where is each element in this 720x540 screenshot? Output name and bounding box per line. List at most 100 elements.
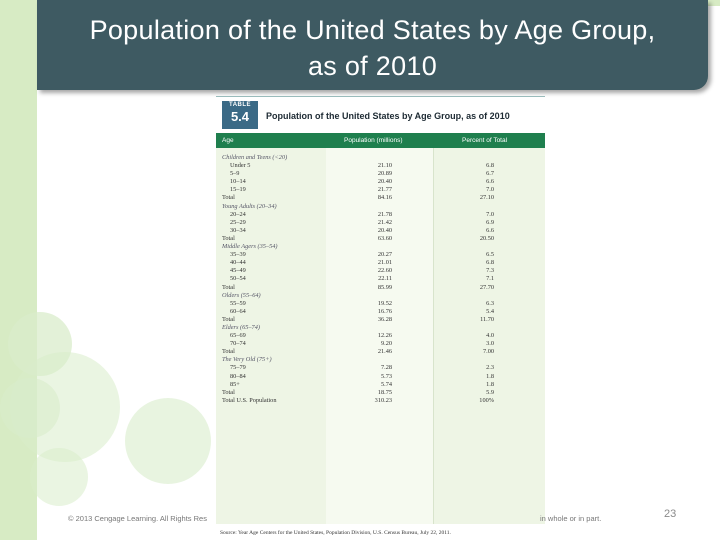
table-row: 70–74 9.20 3.0 [216, 340, 545, 348]
table-row: Young Adults (20–34) [216, 203, 545, 211]
cell-percent: 6.7 [486, 170, 494, 178]
cell-population: 5.74 [380, 380, 392, 388]
decor-circle [30, 448, 88, 506]
table-body: Children and Teens (<20) Under 5 21.10 6.8 5… [216, 154, 545, 405]
cell-age: 25–29 [230, 218, 246, 226]
cell-age: 40–44 [230, 259, 246, 267]
cell-age: 20–24 [230, 210, 246, 218]
table-row: 80–84 5.73 1.8 [216, 373, 545, 381]
cell-population: 85.99 [377, 283, 392, 291]
table-row: 50–54 22.11 7.1 [216, 275, 545, 283]
cell-population: 20.89 [377, 170, 392, 178]
cell-population: 21.01 [377, 259, 392, 267]
cell-percent: 2.3 [486, 364, 494, 372]
cell-percent: 20.50 [479, 234, 494, 242]
cell-age: 50–54 [230, 275, 246, 283]
cell-percent: 11.70 [480, 315, 494, 323]
cell-population: 21.77 [377, 186, 392, 194]
slide-title-bar: Population of the United States by Age G… [37, 0, 708, 90]
cell-population: 5.73 [380, 372, 392, 380]
table-row: Total 21.46 7.00 [216, 348, 545, 356]
table-row: The Very Old (75+) [216, 356, 545, 364]
table-row: 60–64 16.76 5.4 [216, 308, 545, 316]
table-row: Total 84.16 27.10 [216, 194, 545, 202]
table-row: Middle Agers (35–54) [216, 243, 545, 251]
cell-percent: 6.9 [486, 218, 494, 226]
cell-percent: 27.70 [479, 283, 494, 291]
table-row: 25–29 21.42 6.9 [216, 219, 545, 227]
slide-title-line2: as of 2010 [307, 51, 438, 81]
cell-population: 21.46 [377, 348, 392, 356]
table-row: Total 36.28 11.70 [216, 316, 545, 324]
cell-age: 15–19 [230, 186, 246, 194]
cell-population: 310.23 [374, 396, 392, 404]
cell-percent: 6.6 [486, 226, 494, 234]
cell-population: 18.75 [377, 388, 392, 396]
cell-age: 30–34 [230, 226, 246, 234]
slide-title-line1: Population of the United States by Age G… [89, 15, 656, 45]
cell-population: 21.78 [377, 210, 392, 218]
cell-population: 22.11 [378, 275, 392, 283]
left-decor-strip [0, 0, 37, 540]
page-number: 23 [664, 508, 677, 520]
cell-age: 85+ [230, 380, 240, 388]
cell-age: 75–79 [230, 364, 246, 372]
cell-age: Olders (55–64) [222, 291, 261, 299]
cell-age: Total [222, 234, 235, 242]
footer-rights-tail: in whole or in part. [540, 514, 602, 523]
cell-population: 12.26 [377, 332, 392, 340]
table-row: Under 5 21.10 6.8 [216, 162, 545, 170]
table-title: Population of the United States by Age G… [266, 111, 510, 121]
table-row: Total 85.99 27.70 [216, 284, 545, 292]
cell-age: Total [222, 348, 235, 356]
cell-population: 36.28 [377, 315, 392, 323]
decor-circle [125, 398, 211, 484]
cell-percent: 7.00 [482, 348, 494, 356]
cell-age: The Very Old (75+) [222, 356, 272, 364]
cell-age: 55–59 [230, 299, 246, 307]
cell-population: 7.28 [380, 364, 392, 372]
table-row: 20–24 21.78 7.0 [216, 211, 545, 219]
table-row: Elders (65–74) [216, 324, 545, 332]
table-source-note: Source: Year Age Centers for the United … [216, 524, 545, 540]
cell-percent: 7.0 [486, 210, 494, 218]
cell-percent: 5.4 [486, 307, 494, 315]
table-row: 35–39 20.27 6.5 [216, 251, 545, 259]
table-row: 10–14 20.40 6.6 [216, 178, 545, 186]
cell-percent: 7.1 [486, 275, 494, 283]
cell-population: 84.16 [377, 194, 392, 202]
cell-population: 19.52 [377, 299, 392, 307]
cell-population: 21.10 [377, 162, 392, 170]
cell-age: 10–14 [230, 178, 246, 186]
cell-age: 60–64 [230, 307, 246, 315]
table-badge-label: TABLE [228, 102, 252, 108]
cell-population: 20.40 [377, 226, 392, 234]
column-header-age: Age [222, 137, 234, 144]
cell-percent: 6.3 [486, 299, 494, 307]
cell-population: 63.60 [377, 234, 392, 242]
table-row: 15–19 21.77 7.0 [216, 186, 545, 194]
decor-circle [0, 378, 60, 438]
table-figure: TABLE 5.4 Population of the United State… [216, 96, 545, 540]
cell-percent: 4.0 [486, 332, 494, 340]
cell-percent: 27.10 [479, 194, 494, 202]
cell-percent: 3.0 [486, 340, 494, 348]
table-badge-number: 5.4 [230, 109, 250, 124]
cell-percent: 6.5 [486, 251, 494, 259]
cell-population: 21.42 [377, 218, 392, 226]
cell-percent: 100% [479, 396, 494, 404]
column-band-population [326, 148, 433, 540]
cell-age: Middle Agers (35–54) [222, 243, 278, 251]
table-row: Total U.S. Population 310.23 100% [216, 397, 545, 405]
cell-percent: 7.0 [486, 186, 494, 194]
cell-age: 35–39 [230, 251, 246, 259]
cell-percent: 6.8 [486, 162, 494, 170]
footer-copyright: © 2013 Cengage Learning. All Rights Res [68, 514, 207, 523]
cell-age: Total [222, 283, 235, 291]
cell-age: 70–74 [230, 340, 246, 348]
table-badge: TABLE 5.4 [222, 101, 258, 129]
cell-age: 65–69 [230, 332, 246, 340]
cell-percent: 5.9 [486, 388, 494, 396]
table-row: 45–49 22.60 7.3 [216, 267, 545, 275]
table-row: 85+ 5.74 1.8 [216, 381, 545, 389]
